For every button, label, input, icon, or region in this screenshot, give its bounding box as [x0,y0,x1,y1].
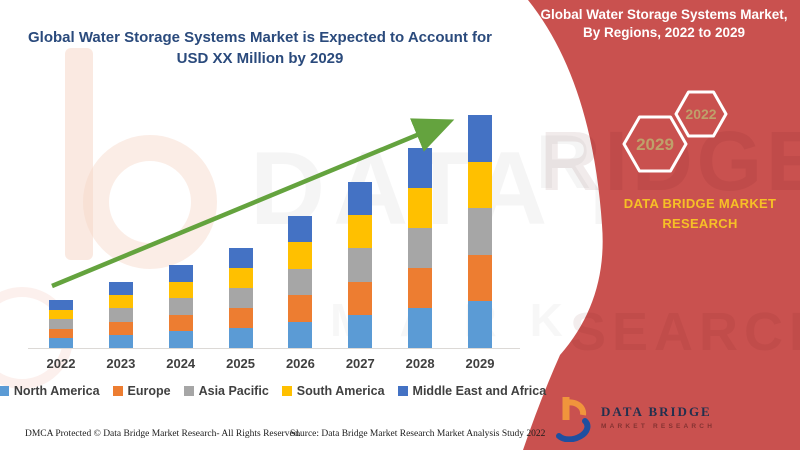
panel-title-line1: Global Water Storage Systems Market, [540,7,788,22]
bar-segment-north-america-2024 [168,331,193,348]
bar-segment-north-america-2028 [408,308,433,348]
legend-label-south-america: South America [296,384,385,398]
bar-segment-north-america-2025 [228,328,253,348]
bar-segment-south-america-2028 [408,188,433,228]
bar-segment-middle-east-and-africa-2023 [108,282,133,296]
dbmr-logo-icon [556,397,591,442]
bar-segment-north-america-2022 [49,338,73,348]
bar-segment-europe-2027 [348,281,373,315]
bar-segment-europe-2026 [288,295,313,322]
panel-brand-text: DATA BRIDGE MARKET RESEARCH [590,194,800,234]
legend-swatch-south-america [281,386,292,396]
legend-label-middle-east-and-africa: Middle East and Africa [412,384,547,398]
bar-segment-asia-pacific-2026 [288,268,313,296]
chart-legend: North America Europe Asia Pacific South Ame… [0,384,546,398]
red-panel-shape [523,0,800,450]
bar-segment-asia-pacific-2024 [168,298,193,315]
bar-segment-asia-pacific-2027 [348,248,373,282]
legend-item-asia-pacific: Asia Pacific [183,384,269,398]
footer-source-text: Source: Data Bridge Market Research Mark… [290,429,546,439]
x-axis-label-2022: 2022 [46,356,76,371]
bar-segment-south-america-2029 [467,161,492,209]
page-title: Global Water Storage Systems Market is E… [10,27,510,69]
stacked-bar-2023 [108,282,133,348]
bar-segment-north-america-2023 [108,334,133,348]
x-axis-label-2027: 2027 [345,356,375,371]
dbmr-logo-title: DATA BRIDGE [601,404,712,419]
hexagon-2022-label: 2022 [685,106,716,122]
panel-title: Global Water Storage Systems Market, By … [532,6,796,42]
x-axis-label-2025: 2025 [226,356,256,371]
bar-segment-south-america-2022 [49,309,73,320]
bar-segment-europe-2024 [168,314,193,332]
svg-text:R: R [536,120,591,205]
bar-segment-north-america-2026 [288,321,313,348]
x-axis-label-2026: 2026 [285,356,315,371]
stacked-bar-2025 [228,248,253,348]
bar-segment-middle-east-and-africa-2022 [49,300,73,310]
x-axis-label-2029: 2029 [465,356,495,371]
x-axis-label-2023: 2023 [106,356,136,371]
bar-segment-middle-east-and-africa-2025 [228,248,253,268]
bar-segment-south-america-2024 [168,281,193,299]
bar-segment-europe-2028 [408,268,433,308]
legend-label-europe: Europe [127,384,171,398]
dbmr-logo: DATA BRIDGE MARKET RESEARCH [552,392,715,442]
x-axis-label-2028: 2028 [405,356,435,371]
bar-segment-middle-east-and-africa-2027 [348,182,373,216]
hexagon-2022 [674,90,728,138]
legend-item-north-america: North America [0,384,100,398]
year-hexagons: 2022 2029 [622,90,728,173]
bar-segment-europe-2023 [108,321,133,335]
bar-segment-south-america-2023 [108,295,133,309]
legend-swatch-asia-pacific [183,386,194,396]
stacked-bar-2022 [49,300,73,348]
dbmr-logo-subtitle: MARKET RESEARCH [601,423,716,430]
stacked-bar-2024 [168,265,193,348]
legend-item-middle-east-and-africa: Middle East and Africa [397,384,547,398]
legend-item-europe: Europe [112,384,171,398]
panel-brand-line2: RESEARCH [662,216,738,231]
bar-segment-asia-pacific-2029 [467,208,492,255]
bar-segment-asia-pacific-2022 [49,319,73,329]
legend-item-south-america: South America [281,384,385,398]
hexagon-2029-label: 2029 [636,135,674,154]
footer-dmca-text: DMCA Protected © Data Bridge Market Rese… [25,429,301,439]
bar-segment-south-america-2025 [228,268,253,288]
legend-label-asia-pacific: Asia Pacific [198,384,269,398]
legend-swatch-europe [112,386,123,396]
bar-segment-middle-east-and-africa-2028 [408,148,433,188]
bar-segment-asia-pacific-2025 [228,288,253,308]
legend-swatch-middle-east-and-africa [397,386,408,396]
bar-segment-asia-pacific-2023 [108,308,133,322]
bar-segment-middle-east-and-africa-2024 [168,265,193,282]
stacked-bar-2028 [408,148,433,348]
bar-segment-europe-2022 [49,328,73,339]
hexagon-2029 [622,115,688,173]
x-axis-line [28,348,520,349]
bar-segment-north-america-2029 [467,301,492,348]
dbmr-logo-text: DATA BRIDGE MARKET RESEARCH [601,404,715,430]
bar-segment-europe-2025 [228,308,253,328]
bar-segment-middle-east-and-africa-2029 [467,115,492,162]
bar-segment-south-america-2026 [288,242,313,269]
panel-title-line2: By Regions, 2022 to 2029 [582,25,746,40]
stacked-bar-2026 [288,216,313,348]
bar-segment-north-america-2027 [348,314,373,348]
stacked-bar-2029 [467,115,492,348]
page-title-line1: Global Water Storage Systems Market is E… [27,29,492,46]
stacked-bar-2027 [348,182,373,348]
x-axis-label-2024: 2024 [166,356,196,371]
legend-label-north-america: North America [13,384,100,398]
bar-segment-middle-east-and-africa-2026 [288,216,313,243]
bar-segment-south-america-2027 [348,215,373,249]
bar-segment-asia-pacific-2028 [408,228,433,268]
bar-segment-europe-2029 [467,254,492,302]
svg-text:SEARCH: SEARCH [570,302,800,362]
page-title-line2: USD XX Million by 2029 [176,50,344,67]
legend-swatch-north-america [0,386,9,396]
panel-brand-line1: DATA BRIDGE MARKET [623,196,777,211]
